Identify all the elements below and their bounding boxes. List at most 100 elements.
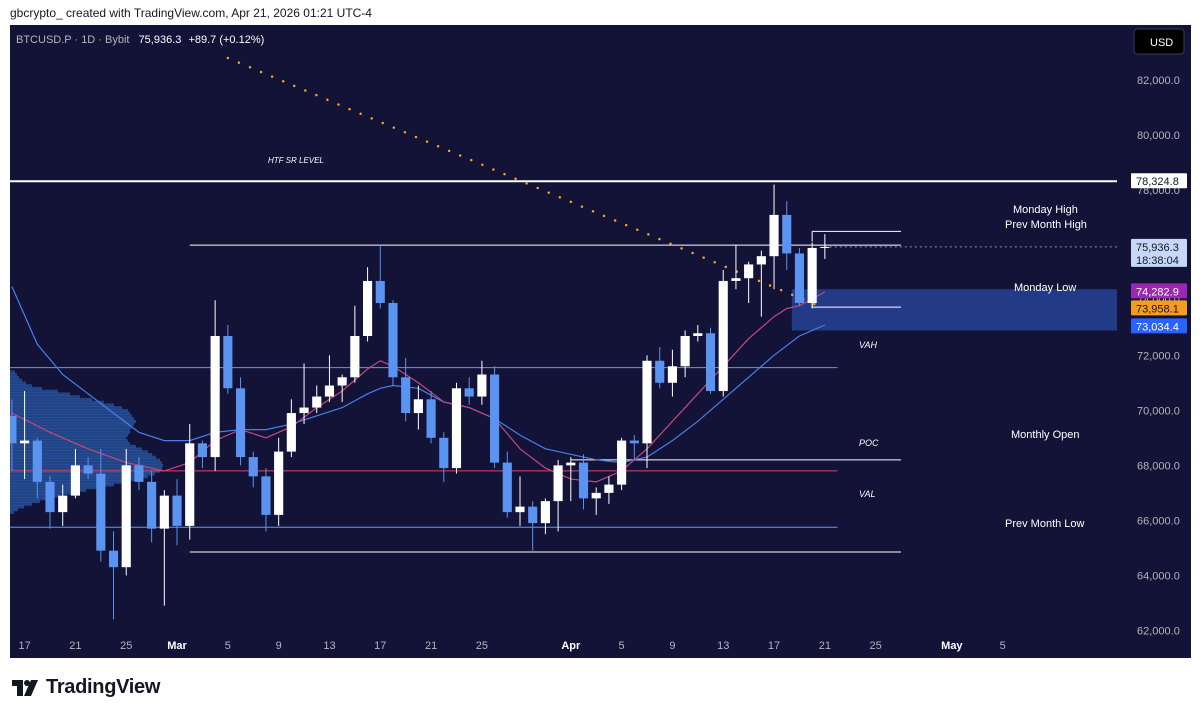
price-axis-bg	[1117, 25, 1191, 658]
x-tick-label: 21	[425, 640, 437, 652]
price-badge-0: 78,324.8	[1131, 173, 1187, 189]
profile-bar-11	[10, 400, 104, 404]
level-label-prev-month-high: Prev Month High	[1005, 219, 1087, 231]
currency-label: USD	[1150, 37, 1173, 49]
candle-body	[172, 495, 182, 526]
candle-body	[413, 399, 423, 414]
candle-day-67	[655, 347, 665, 389]
candle-body	[337, 377, 347, 386]
candle-body	[528, 506, 538, 524]
candle-body	[591, 492, 601, 499]
candle-body	[32, 440, 42, 482]
candle-body	[401, 377, 411, 414]
y-tick-label: 72,000.0	[1137, 350, 1180, 362]
profile-bar-50	[10, 508, 18, 512]
x-tick-label: 5	[225, 640, 231, 652]
profile-bar-23	[10, 433, 128, 437]
candle-day-79	[807, 242, 817, 309]
candlestick-chart[interactable]: 82,000.080,000.078,000.076,000.074,000.0…	[10, 25, 1191, 658]
price-badge-2: 74,282.9	[1131, 283, 1187, 299]
candle-body	[731, 278, 741, 281]
profile-bar-46	[10, 496, 50, 501]
profile-bar-0	[10, 370, 15, 374]
profile-bar-20	[10, 425, 132, 429]
attribution-header: gbcrypto_ created with TradingView.com, …	[10, 6, 372, 20]
candle-day-74	[744, 261, 754, 303]
level-label-monthly-open: Monthly Open	[1011, 429, 1079, 441]
x-tick-label: 25	[870, 640, 882, 652]
candle-body	[261, 476, 271, 515]
candle-day-18	[32, 437, 42, 499]
x-tick-label: Mar	[167, 640, 187, 652]
candle-body	[515, 506, 525, 513]
profile-bar-48	[10, 502, 32, 506]
price-badges: 78,324.8 75,936.318:38:04 74,282.9 73,958.1…	[1131, 173, 1187, 334]
candle-day-78	[794, 247, 805, 306]
profile-bar-24	[10, 436, 126, 440]
candle-day-31	[197, 440, 208, 469]
y-tick-label: 68,000.0	[1137, 460, 1180, 472]
level-label-vah: VAH	[859, 340, 878, 350]
candle-day-72	[718, 269, 728, 397]
candle-body	[693, 333, 703, 336]
price-badge-value: 78,324.8	[1136, 176, 1179, 188]
level-label-monday-low: Monday Low	[1014, 282, 1076, 294]
level-label-poc: POC	[859, 438, 879, 448]
candle-body	[629, 440, 639, 444]
candle-body	[197, 443, 208, 458]
candle-body	[362, 280, 373, 336]
candle-day-24	[108, 531, 119, 620]
candle-day-76	[769, 184, 779, 290]
price-badge-bg	[1131, 318, 1187, 334]
x-tick-label: Apr	[561, 640, 581, 652]
profile-bar-10	[10, 397, 92, 402]
candle-day-77	[782, 201, 792, 270]
level-label-prev-month-low: Prev Month Low	[1005, 518, 1085, 530]
brand-name: TradingView	[46, 676, 161, 698]
candle-day-39	[299, 363, 309, 425]
candle-body	[96, 473, 106, 551]
candle-body	[451, 388, 462, 469]
candle-day-49	[426, 391, 436, 444]
candle-body	[248, 457, 258, 477]
candle-body	[134, 465, 144, 482]
candle-body	[185, 443, 195, 526]
candle-body	[274, 451, 284, 515]
ma-blue-line	[11, 286, 826, 464]
candle-day-54	[490, 366, 500, 469]
profile-bar-31	[10, 455, 156, 459]
profile-bar-14	[10, 408, 128, 413]
candle-body	[680, 335, 690, 367]
profile-bar-21	[10, 428, 130, 432]
candle-body	[464, 388, 474, 397]
candle-day-33	[223, 324, 233, 394]
currency-button[interactable]	[1133, 28, 1185, 55]
candle-day-41	[324, 355, 335, 403]
profile-bar-40	[10, 480, 128, 484]
candle-body	[718, 280, 728, 392]
candle-body	[324, 385, 335, 397]
profile-bar-41	[10, 483, 114, 487]
candle-body	[20, 440, 30, 444]
x-tick-label: 13	[717, 640, 729, 652]
candle-day-59	[553, 459, 563, 532]
candle-body	[642, 360, 652, 444]
chart-panel[interactable]: 82,000.080,000.078,000.076,000.074,000.0…	[10, 25, 1191, 658]
candle-day-22	[83, 457, 93, 480]
candle-body	[477, 374, 487, 397]
candle-day-80	[820, 234, 830, 259]
y-tick-label: 64,000.0	[1137, 570, 1180, 582]
profile-bar-17	[10, 417, 134, 421]
price-badge-value: 75,936.3	[1136, 242, 1179, 254]
candle-body	[108, 550, 119, 568]
price-badge-1: 75,936.318:38:04	[1131, 238, 1187, 267]
profile-bar-51	[10, 510, 14, 515]
price-badge-4: 73,034.4	[1131, 318, 1187, 334]
profile-bar-42	[10, 485, 100, 490]
candle-body	[223, 335, 233, 389]
candle-body	[756, 256, 766, 265]
x-tick-label: 17	[768, 640, 780, 652]
x-tick-label: 13	[323, 640, 335, 652]
candle-day-29	[172, 479, 182, 546]
candle-day-69	[680, 330, 690, 378]
